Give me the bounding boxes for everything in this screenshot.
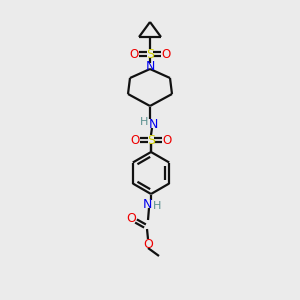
Text: O: O xyxy=(130,134,140,146)
Text: H: H xyxy=(153,201,161,211)
Text: O: O xyxy=(126,212,136,226)
Text: N: N xyxy=(148,118,158,130)
Text: S: S xyxy=(146,47,154,61)
Text: O: O xyxy=(129,47,139,61)
Text: N: N xyxy=(145,59,155,73)
Text: O: O xyxy=(162,134,172,146)
Text: H: H xyxy=(140,117,148,127)
Text: N: N xyxy=(142,197,152,211)
Text: O: O xyxy=(161,47,171,61)
Text: O: O xyxy=(143,238,153,250)
Text: S: S xyxy=(147,134,155,146)
